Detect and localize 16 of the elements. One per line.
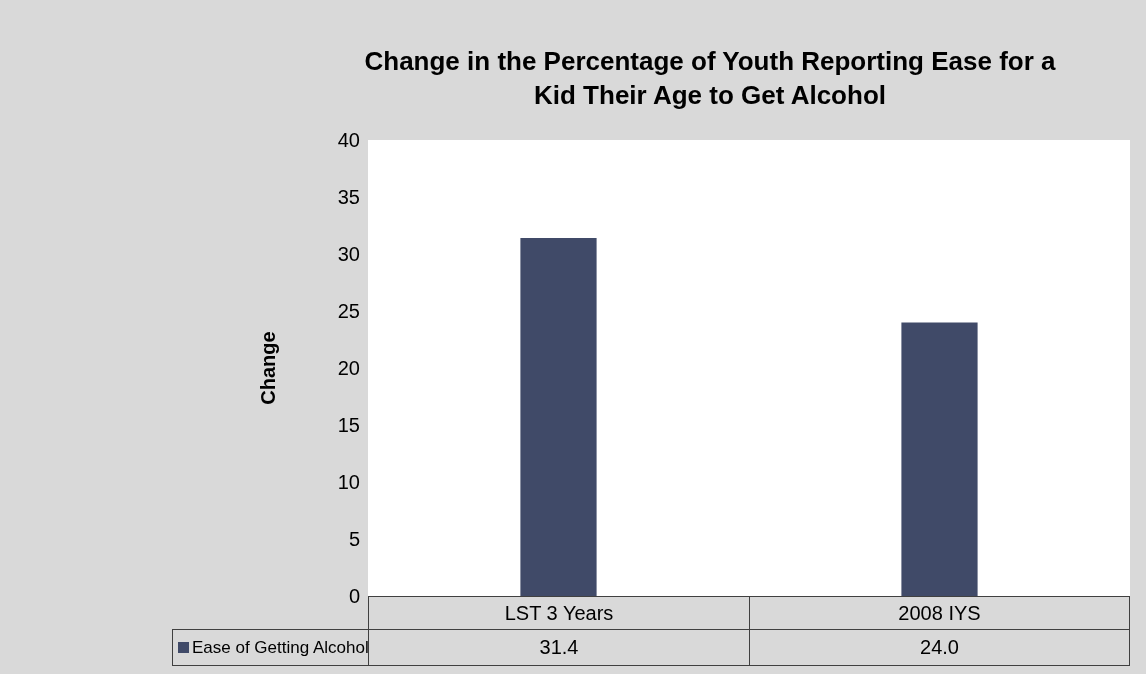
y-tick-label: 5 xyxy=(348,528,360,551)
x-tick-label: LST 3 Years xyxy=(368,596,749,630)
legend-label: Ease of Getting Alcohol xyxy=(172,629,369,666)
y-tick-label: 15 xyxy=(337,414,360,437)
y-tick-label: 35 xyxy=(337,186,360,209)
y-tick-label: 0 xyxy=(348,585,360,608)
y-tick-label: 20 xyxy=(337,357,360,380)
x-tick-label: 2008 IYS xyxy=(749,596,1130,630)
y-axis-title: Change xyxy=(256,331,280,405)
y-tick-label: 10 xyxy=(337,471,360,494)
data-label: 31.4 xyxy=(368,629,750,666)
y-tick-label: 25 xyxy=(337,300,360,323)
y-tick-label: 40 xyxy=(337,129,360,152)
data-label: 24.0 xyxy=(749,629,1130,666)
chart-title: Change in the Percentage of Youth Reporting Ease for a Kid Their Age to Get Alcohol xyxy=(363,45,1057,112)
y-tick-label: 30 xyxy=(337,243,360,266)
